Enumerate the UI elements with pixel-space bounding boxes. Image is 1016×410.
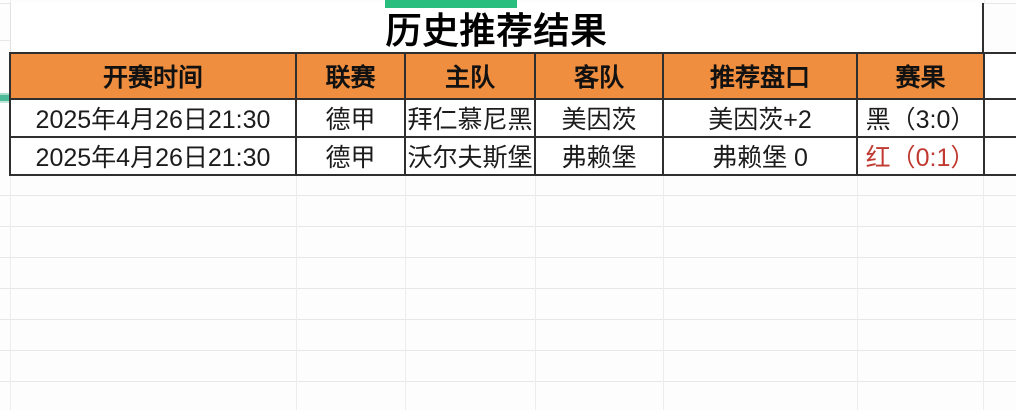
- col-header-empty[interactable]: [983, 52, 1016, 100]
- col-header-league[interactable]: 联赛: [295, 52, 406, 100]
- gridline: [857, 164, 858, 410]
- cell-away-team[interactable]: 弗赖堡: [534, 136, 664, 176]
- gridline: [296, 164, 297, 410]
- col-header-result[interactable]: 赛果: [856, 52, 985, 100]
- gridline: [0, 226, 1016, 227]
- gridline: [983, 164, 984, 410]
- gridline: [0, 257, 1016, 258]
- cell-kickoff-time[interactable]: 2025年4月26日21:30: [9, 98, 297, 138]
- cell-home-team[interactable]: 沃尔夫斯堡: [404, 136, 536, 176]
- gridline: [0, 319, 1016, 320]
- cell-handicap[interactable]: 美因茨+2: [662, 98, 858, 138]
- table-row: 2025年4月26日21:30 德甲 沃尔夫斯堡 弗赖堡 弗赖堡 0 红（0:1…: [9, 136, 1016, 176]
- gridline: [663, 164, 664, 410]
- col-header-home-team[interactable]: 主队: [404, 52, 536, 100]
- gridline: [0, 288, 1016, 289]
- cell-league[interactable]: 德甲: [295, 136, 406, 176]
- gridline: [0, 40, 10, 41]
- cell-empty[interactable]: [983, 136, 1016, 176]
- gridline: [0, 195, 1016, 196]
- page-title: 历史推荐结果: [385, 9, 608, 51]
- gridline: [0, 381, 1016, 382]
- cell-league[interactable]: 德甲: [295, 98, 406, 138]
- cell-handicap[interactable]: 弗赖堡 0: [662, 136, 858, 176]
- gridline: [535, 164, 536, 410]
- gridline: [0, 350, 1016, 351]
- gridline: [984, 0, 985, 3]
- results-table: 开赛时间 联赛 主队 客队 推荐盘口 赛果 2025年4月26日21:30 德甲…: [9, 52, 1016, 176]
- header-row: 开赛时间 联赛 主队 客队 推荐盘口 赛果: [9, 52, 1016, 100]
- gridline: [10, 164, 11, 410]
- row-selection-marker: [0, 93, 9, 103]
- top-accent-bar: [385, 0, 517, 8]
- cell-empty[interactable]: [983, 98, 1016, 138]
- cell-home-team[interactable]: 拜仁慕尼黑: [404, 98, 536, 138]
- cell-result[interactable]: 黑（3:0）: [856, 98, 985, 138]
- gridline: [405, 164, 406, 410]
- col-header-handicap[interactable]: 推荐盘口: [662, 52, 858, 100]
- table-row: 2025年4月26日21:30 德甲 拜仁慕尼黑 美因茨 美因茨+2 黑（3:0…: [9, 98, 1016, 138]
- cell-kickoff-time[interactable]: 2025年4月26日21:30: [9, 136, 297, 176]
- cell-result[interactable]: 红（0:1）: [856, 136, 985, 176]
- col-header-kickoff-time[interactable]: 开赛时间: [9, 52, 297, 100]
- cell-away-team[interactable]: 美因茨: [534, 98, 664, 138]
- sheet-title-cell[interactable]: 历史推荐结果: [10, 3, 984, 52]
- col-header-away-team[interactable]: 客队: [534, 52, 664, 100]
